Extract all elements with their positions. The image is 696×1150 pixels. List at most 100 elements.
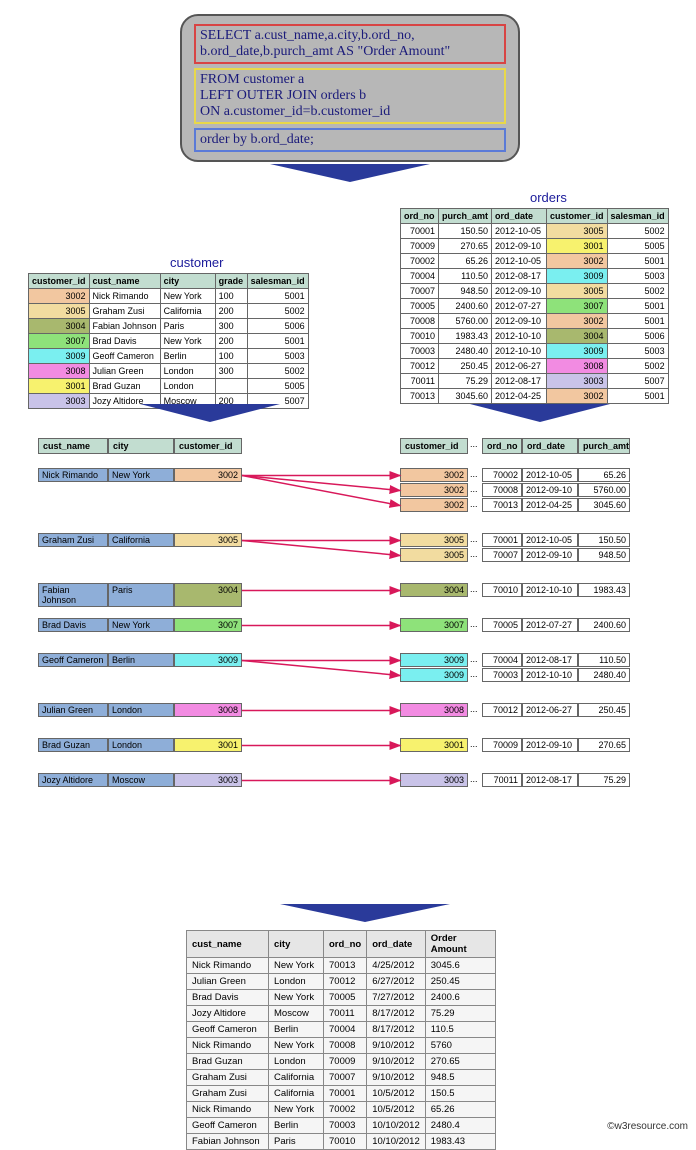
cell-ord-no: 70009 — [482, 738, 522, 752]
cell-salesman-id: 5006 — [607, 329, 668, 344]
result-cell: 2400.6 — [425, 990, 495, 1006]
join-right-row: 3008...700122012-06-27250.45 — [400, 703, 630, 717]
cell-customer-id: 3003 — [400, 773, 468, 787]
cell-city: New York — [108, 468, 174, 482]
result-cell: 70005 — [324, 990, 367, 1006]
cell-ord-date: 2012-10-05 — [492, 254, 547, 269]
result-cell: New York — [269, 958, 324, 974]
table-row: Brad DavisNew York700057/27/20122400.6 — [187, 990, 496, 1006]
cell-ord-date: 2012-09-10 — [492, 284, 547, 299]
cell-customer-id: 3005 — [29, 304, 90, 319]
cell-salesman-id: 5003 — [607, 269, 668, 284]
cell-ord-date: 2012-06-27 — [492, 359, 547, 374]
col-header: ord_date — [522, 438, 578, 454]
table-row: 3007Brad DavisNew York2005001 — [29, 334, 309, 349]
cell-salesman-id: 5001 — [247, 334, 308, 349]
cell-ord-date: 2012-09-10 — [492, 239, 547, 254]
result-cell: 65.26 — [425, 1102, 495, 1118]
cell-purch-amt: 2400.60 — [578, 618, 630, 632]
table-row: 7001175.292012-08-1730035007 — [401, 374, 669, 389]
cell-customer-id: 3009 — [547, 269, 608, 284]
cell-salesman-id: 5002 — [607, 224, 668, 239]
cell-customer-id: 3007 — [547, 299, 608, 314]
result-cell: 7/27/2012 — [367, 990, 426, 1006]
ellipsis: ... — [468, 438, 482, 454]
result-cell: 70004 — [324, 1022, 367, 1038]
cell-customer-id: 3004 — [29, 319, 90, 334]
cell-cust-name: Fabian Johnson — [89, 319, 160, 334]
result-cell: 9/10/2012 — [367, 1038, 426, 1054]
cell-customer-id: 3007 — [174, 618, 242, 632]
ellipsis: ... — [468, 468, 482, 482]
col-header: city — [160, 274, 215, 289]
col-header: ord_date — [367, 931, 426, 958]
cell-city: Berlin — [160, 349, 215, 364]
cell-ord-no: 70002 — [401, 254, 439, 269]
table-row: Nick RimandoNew York7000210/5/201265.26 — [187, 1102, 496, 1118]
cell-salesman-id: 5002 — [607, 284, 668, 299]
join-right-row: 3004...700102012-10-101983.43 — [400, 583, 630, 597]
result-cell: Nick Rimando — [187, 958, 269, 974]
result-cell: 70012 — [324, 974, 367, 990]
cell-purch-amt: 270.65 — [578, 738, 630, 752]
cell-salesman-id: 5002 — [247, 304, 308, 319]
col-header: ord_date — [492, 209, 547, 224]
cell-ord-no: 70012 — [482, 703, 522, 717]
col-header: ord_no — [324, 931, 367, 958]
cell-cust-name: Julian Green — [38, 703, 108, 717]
orders-table: ord_nopurch_amtord_datecustomer_idsalesm… — [400, 208, 669, 404]
cell-cust-name: Jozy Altidore — [38, 773, 108, 787]
select-clause: SELECT a.cust_name,a.city,b.ord_no, b.or… — [194, 24, 506, 64]
join-right-row: 3002...700132012-04-253045.60 — [400, 498, 630, 512]
table-row: 3001Brad GuzanLondon5005 — [29, 379, 309, 394]
cell-cust-name: Brad Davis — [89, 334, 160, 349]
cell-city: Paris — [108, 583, 174, 607]
cell-ord-date: 2012-09-10 — [492, 314, 547, 329]
cell-city: London — [160, 379, 215, 394]
cell-ord-date: 2012-08-17 — [492, 374, 547, 389]
result-cell: New York — [269, 1102, 324, 1118]
from-clause: FROM customer a LEFT OUTER JOIN orders b… — [194, 68, 506, 124]
result-cell: 8/17/2012 — [367, 1022, 426, 1038]
cell-salesman-id: 5002 — [607, 359, 668, 374]
cell-salesman-id: 5002 — [247, 364, 308, 379]
orderby-clause: order by b.ord_date; — [194, 128, 506, 152]
cell-ord-no: 70005 — [401, 299, 439, 314]
cell-salesman-id: 5005 — [247, 379, 308, 394]
cell-customer-id: 3008 — [174, 703, 242, 717]
on-line: ON a.customer_id=b.customer_id — [200, 104, 390, 119]
cell-salesman-id: 5003 — [247, 349, 308, 364]
table-row: Graham ZusiCalifornia700079/10/2012948.5 — [187, 1070, 496, 1086]
cell-purch-amt: 250.45 — [439, 359, 492, 374]
table-row: 3008Julian GreenLondon3005002 — [29, 364, 309, 379]
cell-purch-amt: 2480.40 — [578, 668, 630, 682]
cell-ord-no: 70008 — [401, 314, 439, 329]
result-cell: California — [269, 1070, 324, 1086]
table-row: 700101983.432012-10-1030045006 — [401, 329, 669, 344]
arrow-down-icon — [270, 164, 430, 182]
table-row: Fabian JohnsonParis7001010/10/20121983.4… — [187, 1134, 496, 1150]
table-row: 70009270.652012-09-1030015005 — [401, 239, 669, 254]
ellipsis: ... — [468, 498, 482, 512]
cell-ord-no: 70004 — [401, 269, 439, 284]
col-header: Order Amount — [425, 931, 495, 958]
cell-ord-date: 2012-04-25 — [492, 389, 547, 404]
result-cell: 948.5 — [425, 1070, 495, 1086]
cell-purch-amt: 2400.60 — [439, 299, 492, 314]
cell-grade: 100 — [215, 289, 247, 304]
cell-cust-name: Geoff Cameron — [89, 349, 160, 364]
cell-customer-id: 3008 — [547, 359, 608, 374]
cell-customer-id: 3001 — [29, 379, 90, 394]
select-keyword: SELECT — [200, 28, 251, 43]
ellipsis: ... — [468, 618, 482, 632]
cell-customer-id: 3008 — [29, 364, 90, 379]
cell-salesman-id: 5005 — [607, 239, 668, 254]
cell-city: Berlin — [108, 653, 174, 667]
cell-purch-amt: 150.50 — [439, 224, 492, 239]
cell-customer-id: 3003 — [29, 394, 90, 409]
result-cell: Jozy Altidore — [187, 1006, 269, 1022]
cell-customer-id: 3009 — [400, 668, 468, 682]
cell-grade: 300 — [215, 364, 247, 379]
cell-ord-date: 2012-09-10 — [522, 483, 578, 497]
table-row: 70012250.452012-06-2730085002 — [401, 359, 669, 374]
